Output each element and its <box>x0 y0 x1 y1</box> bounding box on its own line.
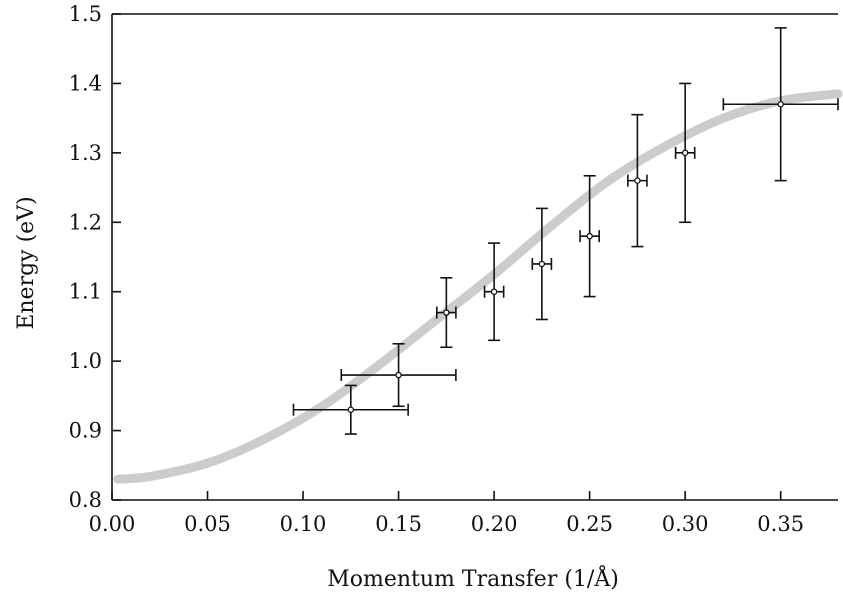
data-point <box>586 232 593 240</box>
x-tick-label: 0.20 <box>471 512 518 536</box>
data-point <box>634 177 641 184</box>
y-tick-label: 1.4 <box>69 71 102 95</box>
fit-curve <box>113 89 843 484</box>
y-tick-label: 1.1 <box>69 280 102 304</box>
x-tick-label: 0.00 <box>89 512 136 536</box>
y-tick-label: 1.2 <box>69 210 102 234</box>
x-tick-label: 0.30 <box>662 512 709 536</box>
x-tick-label: 0.05 <box>184 512 231 536</box>
x-tick-label: 0.25 <box>566 512 613 536</box>
y-tick-label: 1.3 <box>69 141 102 165</box>
data-point <box>347 406 355 413</box>
y-tick-label: 0.8 <box>69 488 102 512</box>
x-tick-label: 0.15 <box>375 512 422 536</box>
y-tick-label: 1.0 <box>69 349 102 373</box>
data-point <box>681 149 689 157</box>
data-point <box>490 288 498 295</box>
y-tick-label: 1.5 <box>69 2 102 26</box>
y-tick-label: 0.9 <box>69 419 102 443</box>
x-axis-label: Momentum Transfer (1/Å) <box>327 564 619 592</box>
y-axis-label: Energy (eV) <box>14 196 39 329</box>
data-point <box>395 371 402 379</box>
data-point <box>777 101 784 108</box>
x-tick-label: 0.35 <box>757 512 804 536</box>
data-point <box>538 260 546 268</box>
x-tick-label: 0.10 <box>280 512 327 536</box>
data-point <box>443 309 450 316</box>
